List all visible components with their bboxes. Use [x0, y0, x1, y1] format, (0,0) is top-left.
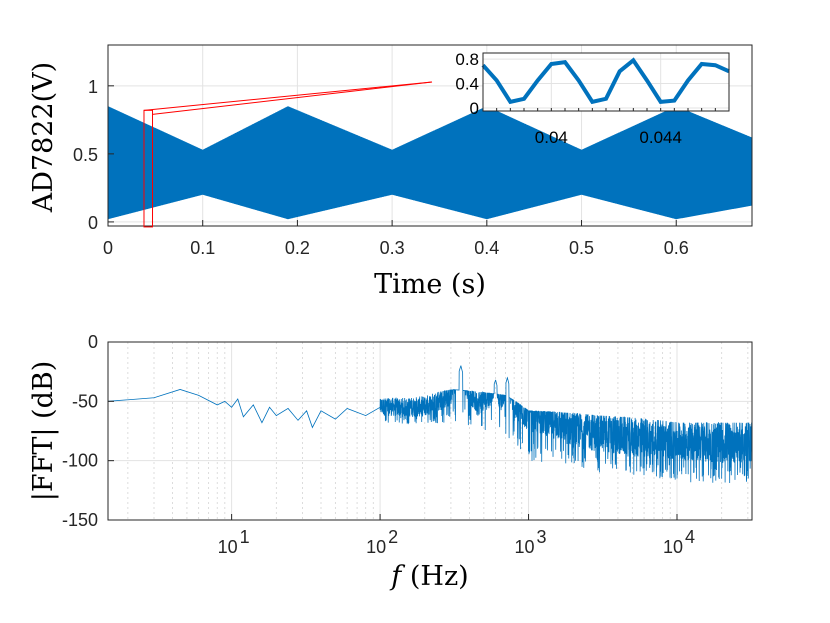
fft-xtick-exponent: 1: [240, 527, 250, 547]
inset-xtick-label: 0.04: [535, 128, 568, 147]
fft-xtick-exponent: 3: [537, 527, 547, 547]
inset-ticks: 0.04 0.044 0 0.4 0.8: [455, 50, 682, 147]
time-xlabel: Time (s): [374, 269, 486, 300]
fft-ytick-label: -50: [72, 391, 98, 411]
inset-signal-line: [481, 57, 730, 105]
fft-xtick-label: 10: [218, 537, 238, 557]
time-xtick-label: 0.4: [474, 238, 499, 258]
zoom-indicator: [143, 81, 433, 228]
time-xtick-label: 0.6: [664, 238, 689, 258]
inset-background: [483, 53, 729, 111]
fft-xtick-exponent: 2: [388, 527, 398, 547]
fft-ytick-label: 0: [88, 332, 98, 352]
time-xtick-label: 0.5: [569, 238, 594, 258]
time-ytick-label: 0: [88, 213, 98, 233]
fft-signal-line: [107, 365, 753, 483]
time-xtick-label: 0: [103, 238, 113, 258]
inset-frame: [482, 52, 730, 112]
time-ytick-label: 0.5: [73, 145, 98, 165]
time-ytick-label: 1: [88, 77, 98, 97]
time-xtick-label: 0.1: [190, 238, 215, 258]
time-plot-frame: [107, 44, 753, 227]
time-signal: [107, 106, 753, 220]
fft-xtick-label: 10: [515, 537, 535, 557]
fft-signal: [107, 365, 753, 483]
time-signal-line: [107, 106, 753, 220]
inset-ytick-label: 0: [470, 99, 479, 118]
fft-ytick-label: -100: [62, 451, 98, 471]
inset-xtick-label: 0.044: [639, 128, 682, 147]
time-xtick-label: 0.3: [380, 238, 405, 258]
inset-ytick-label: 0.4: [455, 75, 479, 94]
inset-ytick-label: 0.8: [455, 50, 479, 69]
fft-plot-frame: [107, 341, 753, 521]
fft-xtick-label: 10: [366, 537, 386, 557]
fft-ylabel: |FFT| (dB): [28, 361, 59, 501]
zoom-connector-bottom: [152, 81, 433, 115]
inset-axes: 0.04 0.044 0 0.4 0.8: [455, 50, 730, 147]
fft-xtick-label: 10: [663, 537, 683, 557]
fft-xtick-exponent: 4: [685, 527, 695, 547]
fft-axis-ticks: 10 1 10 2 10 3 10 40-50-100-150: [62, 332, 695, 557]
fft-xlabel: f (Hz): [389, 561, 468, 592]
time-axis-ticks: 0 0.1 0.2 0.3 0.4 0.5 0.6 0 0.5 1: [73, 77, 689, 258]
zoom-connector-top: [143, 81, 433, 111]
fft-ytick-label: -150: [62, 510, 98, 530]
time-xtick-label: 0.2: [285, 238, 310, 258]
frequency-domain-axes: 10 1 10 2 10 3 10 40-50-100-150 f (Hz) |FFT| (d…: [28, 332, 753, 592]
time-ylabel: AD7822(V): [28, 62, 59, 213]
